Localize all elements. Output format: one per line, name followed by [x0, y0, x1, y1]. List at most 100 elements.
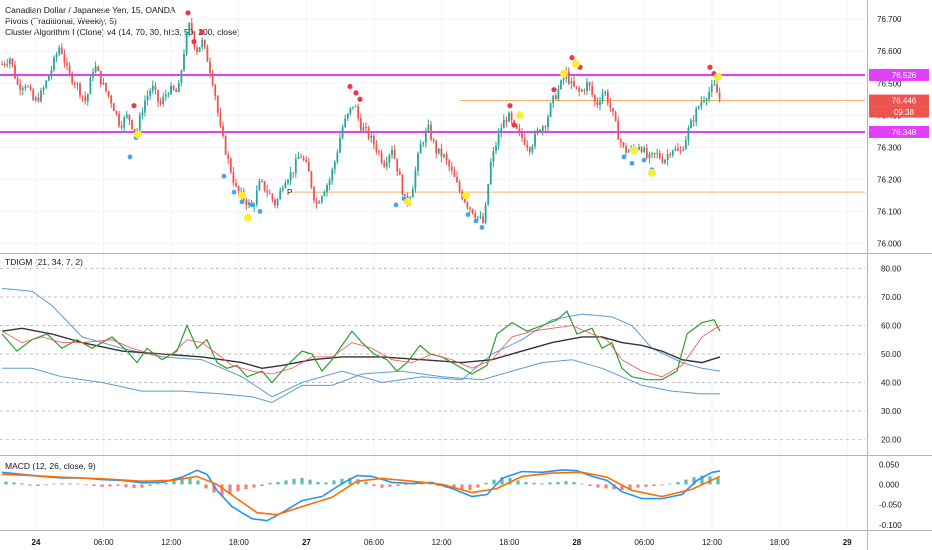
candle-down[interactable] [60, 47, 63, 54]
candle-down[interactable] [84, 96, 87, 102]
candle-down[interactable] [313, 187, 315, 201]
candle-up[interactable] [385, 162, 388, 167]
candle-up[interactable] [370, 135, 373, 139]
candle-up[interactable] [541, 126, 544, 133]
candle-down[interactable] [222, 125, 224, 136]
candle-up[interactable] [125, 114, 128, 118]
macd-indicator-label[interactable]: MACD (12, 26, close, 9) [5, 461, 96, 471]
candle-up[interactable] [580, 90, 583, 92]
candle-up[interactable] [391, 149, 393, 155]
candle-down[interactable] [469, 207, 471, 209]
candle-down[interactable] [692, 120, 695, 122]
candle-up[interactable] [94, 66, 97, 73]
candle-up[interactable] [167, 94, 170, 96]
candle-down[interactable] [539, 129, 542, 133]
candle-up[interactable] [177, 82, 180, 93]
candle-down[interactable] [450, 166, 453, 171]
candle-down[interactable] [619, 139, 622, 143]
candle-down[interactable] [583, 90, 586, 92]
candle-down[interactable] [261, 180, 263, 182]
candle-up[interactable] [570, 81, 573, 84]
candle-up[interactable] [411, 188, 414, 198]
candle-up[interactable] [476, 216, 479, 218]
candle-up[interactable] [687, 128, 690, 140]
candle-down[interactable] [653, 152, 656, 154]
candle-down[interactable] [614, 111, 617, 121]
candle-up[interactable] [89, 77, 92, 95]
candle-up[interactable] [479, 216, 482, 218]
candle-up[interactable] [341, 126, 344, 139]
candle-up[interactable] [320, 196, 323, 203]
candle-down[interactable] [661, 158, 664, 163]
candle-down[interactable] [440, 148, 443, 157]
candle-up[interactable] [279, 189, 282, 200]
candle-up[interactable] [297, 156, 300, 160]
candle-down[interactable] [172, 85, 175, 90]
candle-down[interactable] [175, 89, 178, 93]
candle-up[interactable] [502, 120, 505, 129]
candle-up[interactable] [700, 101, 703, 107]
candle-down[interactable] [292, 172, 295, 174]
candle-up[interactable] [664, 159, 666, 163]
candle-up[interactable] [318, 202, 321, 204]
candle-up[interactable] [547, 116, 549, 128]
candle-down[interactable] [274, 199, 276, 206]
candle-down[interactable] [211, 72, 214, 86]
candle-down[interactable] [609, 103, 612, 108]
candle-up[interactable] [339, 138, 341, 153]
candle-up[interactable] [674, 148, 677, 151]
candle-up[interactable] [422, 143, 425, 145]
candle-down[interactable] [128, 114, 131, 121]
candle-up[interactable] [414, 170, 417, 189]
candle-down[interactable] [216, 96, 219, 113]
candle-up[interactable] [713, 84, 716, 86]
candle-up[interactable] [489, 162, 492, 184]
candle-down[interactable] [1, 64, 3, 66]
candle-down[interactable] [640, 147, 643, 152]
candle-down[interactable] [645, 148, 648, 158]
candle-down[interactable] [372, 135, 375, 145]
candle-down[interactable] [513, 120, 516, 125]
candle-up[interactable] [601, 93, 604, 102]
candle-down[interactable] [115, 111, 118, 114]
candle-up[interactable] [86, 94, 89, 102]
candle-down[interactable] [617, 120, 620, 140]
candle-down[interactable] [658, 152, 661, 159]
candle-up[interactable] [21, 88, 24, 90]
candle-down[interactable] [99, 70, 102, 85]
candle-up[interactable] [188, 23, 191, 35]
candle-down[interactable] [131, 120, 133, 129]
candle-up[interactable] [281, 187, 284, 190]
candle-up[interactable] [346, 113, 349, 119]
candle-up[interactable] [183, 53, 185, 71]
candle-up[interactable] [388, 154, 391, 163]
candle-down[interactable] [456, 176, 458, 183]
candle-up[interactable] [50, 69, 53, 76]
candle-up[interactable] [354, 106, 357, 108]
candle-up[interactable] [287, 180, 289, 183]
candle-up[interactable] [185, 34, 188, 54]
candle-down[interactable] [29, 86, 32, 90]
candle-up[interactable] [695, 108, 698, 122]
candle-down[interactable] [466, 202, 469, 208]
candle-up[interactable] [697, 106, 700, 109]
candle-up[interactable] [40, 90, 42, 102]
candle-up[interactable] [162, 96, 165, 104]
candle-down[interactable] [105, 82, 107, 92]
tdi-middle-line[interactable] [1, 327, 721, 370]
candle-up[interactable] [362, 127, 365, 131]
candle-down[interactable] [378, 151, 380, 153]
candle-down[interactable] [154, 85, 157, 90]
candle-down[interactable] [71, 73, 74, 84]
candle-down[interactable] [310, 171, 313, 188]
candle-down[interactable] [482, 216, 484, 223]
candle-up[interactable] [24, 86, 27, 89]
candle-up[interactable] [102, 82, 105, 85]
candle-down[interactable] [458, 182, 461, 192]
candle-up[interactable] [149, 90, 152, 96]
candle-down[interactable] [227, 154, 230, 159]
candle-down[interactable] [430, 124, 432, 140]
candle-up[interactable] [419, 144, 422, 154]
candle-up[interactable] [323, 192, 326, 197]
candle-up[interactable] [417, 153, 419, 171]
